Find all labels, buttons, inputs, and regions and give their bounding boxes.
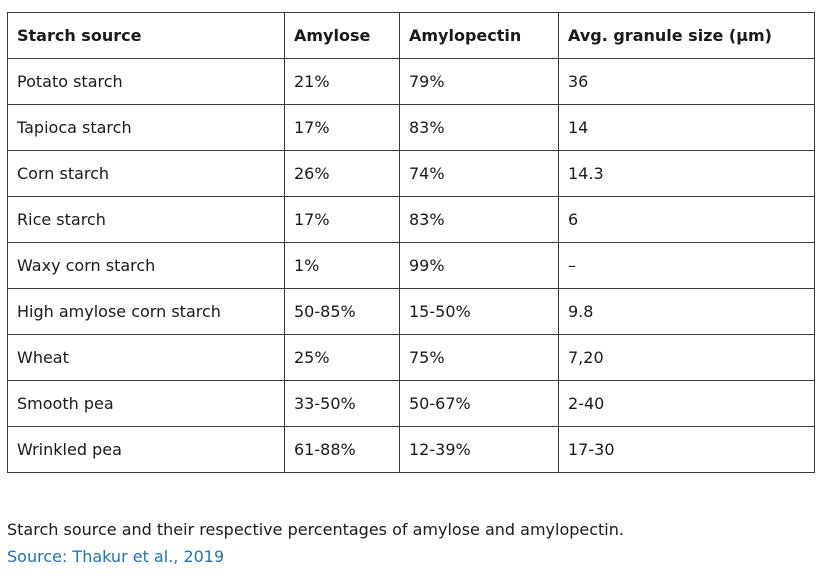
cell-granule-size: 14.3 xyxy=(558,150,815,197)
cell-amylopectin: 75% xyxy=(399,334,559,381)
cell-amylose: 1% xyxy=(284,242,400,289)
cell-amylopectin: 50-67% xyxy=(399,380,559,427)
source-link[interactable]: Source: Thakur et al., 2019 xyxy=(7,547,225,566)
table-row: Smooth pea 33-50% 50-67% 2-40 xyxy=(7,380,815,427)
cell-amylopectin: 74% xyxy=(399,150,559,197)
table-row: Tapioca starch 17% 83% 14 xyxy=(7,104,815,151)
cell-granule-size: 7,20 xyxy=(558,334,815,381)
header-starch-source: Starch source xyxy=(7,12,285,59)
header-amylopectin: Amylopectin xyxy=(399,12,559,59)
cell-amylose: 33-50% xyxy=(284,380,400,427)
cell-amylose: 17% xyxy=(284,196,400,243)
cell-starch-source: High amylose corn starch xyxy=(7,288,285,335)
table-row: Corn starch 26% 74% 14.3 xyxy=(7,150,815,197)
cell-granule-size: 2-40 xyxy=(558,380,815,427)
cell-amylose: 61-88% xyxy=(284,426,400,473)
cell-starch-source: Potato starch xyxy=(7,58,285,105)
table-row: Rice starch 17% 83% 6 xyxy=(7,196,815,243)
cell-amylose: 21% xyxy=(284,58,400,105)
starch-table-container: Starch source Amylose Amylopectin Avg. g… xyxy=(7,12,815,473)
table-row: Wrinkled pea 61-88% 12-39% 17-30 xyxy=(7,426,815,473)
caption-text: Starch source and their respective perce… xyxy=(7,520,624,539)
cell-granule-size: 9.8 xyxy=(558,288,815,335)
table-row: Wheat 25% 75% 7,20 xyxy=(7,334,815,381)
header-granule-size: Avg. granule size (µm) xyxy=(558,12,815,59)
cell-starch-source: Waxy corn starch xyxy=(7,242,285,289)
cell-amylopectin: 83% xyxy=(399,196,559,243)
cell-amylopectin: 15-50% xyxy=(399,288,559,335)
cell-amylopectin: 12-39% xyxy=(399,426,559,473)
table-row: Waxy corn starch 1% 99% – xyxy=(7,242,815,289)
cell-granule-size: 17-30 xyxy=(558,426,815,473)
cell-granule-size: – xyxy=(558,242,815,289)
cell-amylose: 25% xyxy=(284,334,400,381)
cell-starch-source: Smooth pea xyxy=(7,380,285,427)
table-row: High amylose corn starch 50-85% 15-50% 9… xyxy=(7,288,815,335)
table-caption: Starch source and their respective perce… xyxy=(7,516,624,570)
cell-starch-source: Tapioca starch xyxy=(7,104,285,151)
table-row: Potato starch 21% 79% 36 xyxy=(7,58,815,105)
cell-granule-size: 14 xyxy=(558,104,815,151)
cell-amylose: 50-85% xyxy=(284,288,400,335)
cell-amylose: 26% xyxy=(284,150,400,197)
cell-granule-size: 36 xyxy=(558,58,815,105)
header-amylose: Amylose xyxy=(284,12,400,59)
cell-amylopectin: 79% xyxy=(399,58,559,105)
starch-composition-table: Starch source Amylose Amylopectin Avg. g… xyxy=(7,12,815,473)
cell-starch-source: Corn starch xyxy=(7,150,285,197)
cell-amylose: 17% xyxy=(284,104,400,151)
cell-starch-source: Rice starch xyxy=(7,196,285,243)
cell-amylopectin: 99% xyxy=(399,242,559,289)
cell-starch-source: Wrinkled pea xyxy=(7,426,285,473)
cell-amylopectin: 83% xyxy=(399,104,559,151)
cell-starch-source: Wheat xyxy=(7,334,285,381)
table-header-row: Starch source Amylose Amylopectin Avg. g… xyxy=(7,12,815,59)
cell-granule-size: 6 xyxy=(558,196,815,243)
